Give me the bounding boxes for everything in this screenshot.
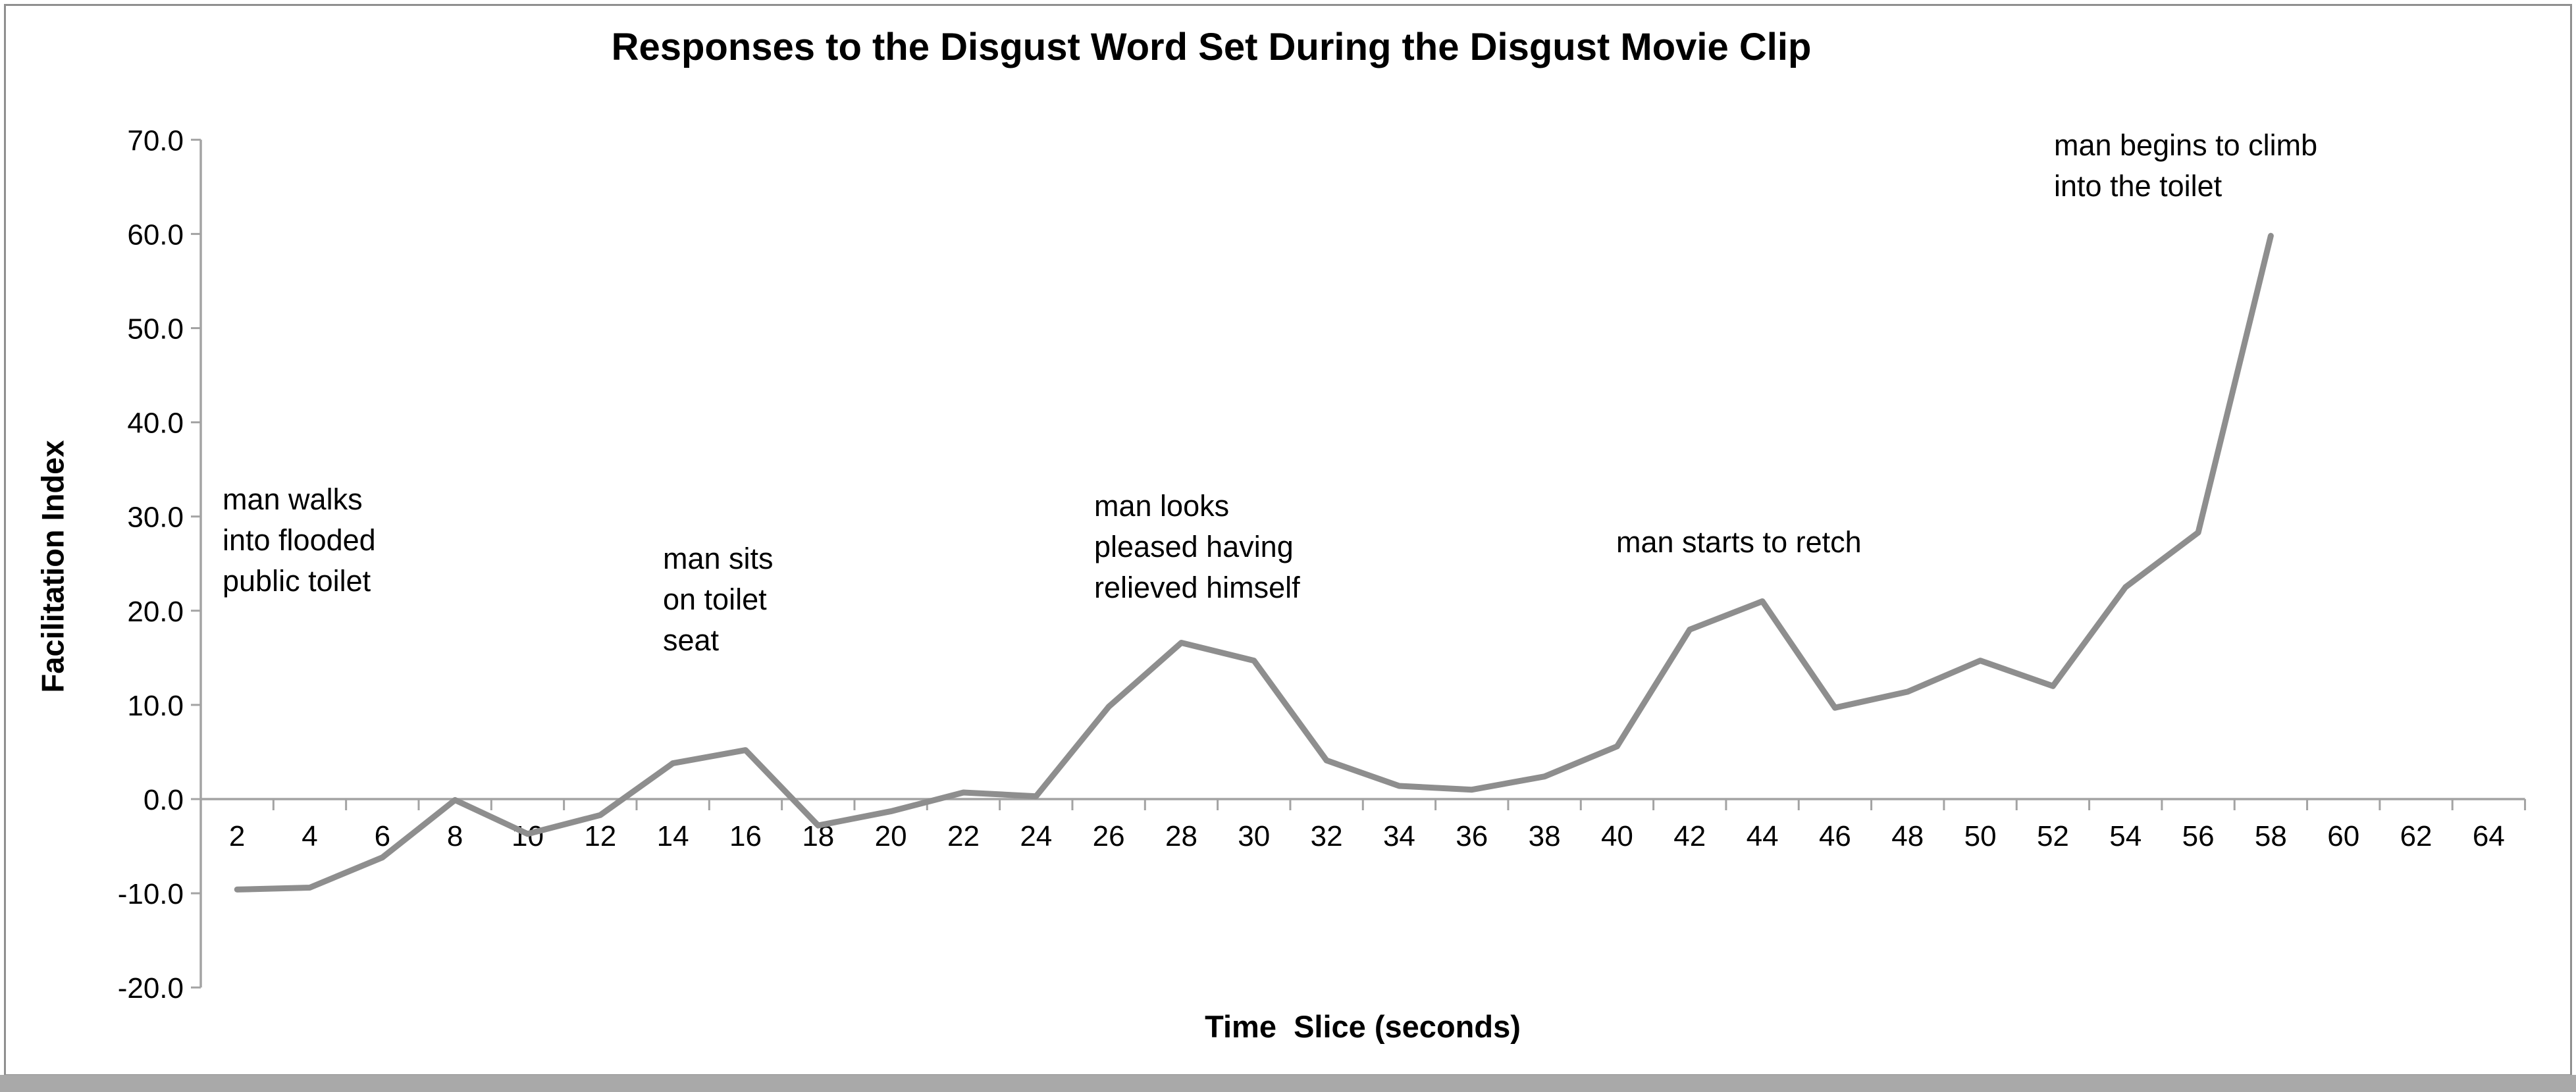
x-tick-label: 22 [947,820,980,852]
x-tick-label: 32 [1311,820,1343,852]
x-tick-label: 54 [2109,820,2142,852]
x-tick-label: 36 [1456,820,1488,852]
chart-annotation: man starts to retch [1616,525,1862,559]
x-axis-title: Time Slice (seconds) [1205,1009,1521,1044]
chart-annotation: man looks pleased having relieved himsel… [1094,489,1300,604]
x-tick-label: 24 [1020,820,1052,852]
chart-outer-frame [4,4,2572,1076]
x-tick-label: 28 [1165,820,1197,852]
x-tick-label: 48 [1891,820,1924,852]
y-tick-label: 60.0 [127,219,184,251]
y-tick-label: 70.0 [127,124,184,157]
x-tick-label: 64 [2473,820,2505,852]
x-tick-label: 34 [1383,820,1415,852]
chart-title-text: Responses to the Disgust Word Set During… [611,26,1812,68]
x-tick-label: 6 [375,820,390,852]
x-tick-label: 38 [1529,820,1561,852]
x-tick-label: 44 [1747,820,1779,852]
x-tick-label: 60 [2327,820,2359,852]
y-tick-label: 30.0 [127,502,184,534]
x-tick-label: 2 [229,820,245,852]
x-tick-label: 46 [1819,820,1851,852]
y-tick-label: 20.0 [127,596,184,628]
chart-annotation: man walks into flooded public toilet [223,482,376,598]
y-tick-label: -10.0 [118,878,184,910]
x-tick-label: 26 [1093,820,1125,852]
x-tick-label: 56 [2182,820,2215,852]
bottom-gray-bar [0,1075,2576,1092]
x-tick-label: 42 [1673,820,1706,852]
chart-annotation: man sits on toilet seat [663,542,774,657]
x-tick-label: 12 [584,820,616,852]
y-tick-label: 10.0 [127,690,184,722]
x-tick-label: 8 [447,820,463,852]
y-tick-label: -20.0 [118,972,184,1004]
x-tick-label: 58 [2255,820,2287,852]
x-tick-label: 4 [302,820,317,852]
x-tick-label: 40 [1601,820,1633,852]
x-tick-label: 14 [657,820,689,852]
chart-annotation: man begins to climb into the toilet [2054,128,2318,203]
y-tick-label: 40.0 [127,407,184,440]
facilitation-index-line [234,232,2274,893]
x-tick-label: 16 [729,820,762,852]
x-tick-label: 62 [2400,820,2432,852]
x-tick-label: 50 [1964,820,1997,852]
y-tick-label: 0.0 [144,784,184,816]
chart-title: Responses to the Disgust Word Set During… [0,25,2574,69]
x-tick-label: 20 [875,820,907,852]
x-tick-label: 52 [2037,820,2069,852]
y-tick-label: 50.0 [127,313,184,346]
x-tick-label: 30 [1238,820,1270,852]
